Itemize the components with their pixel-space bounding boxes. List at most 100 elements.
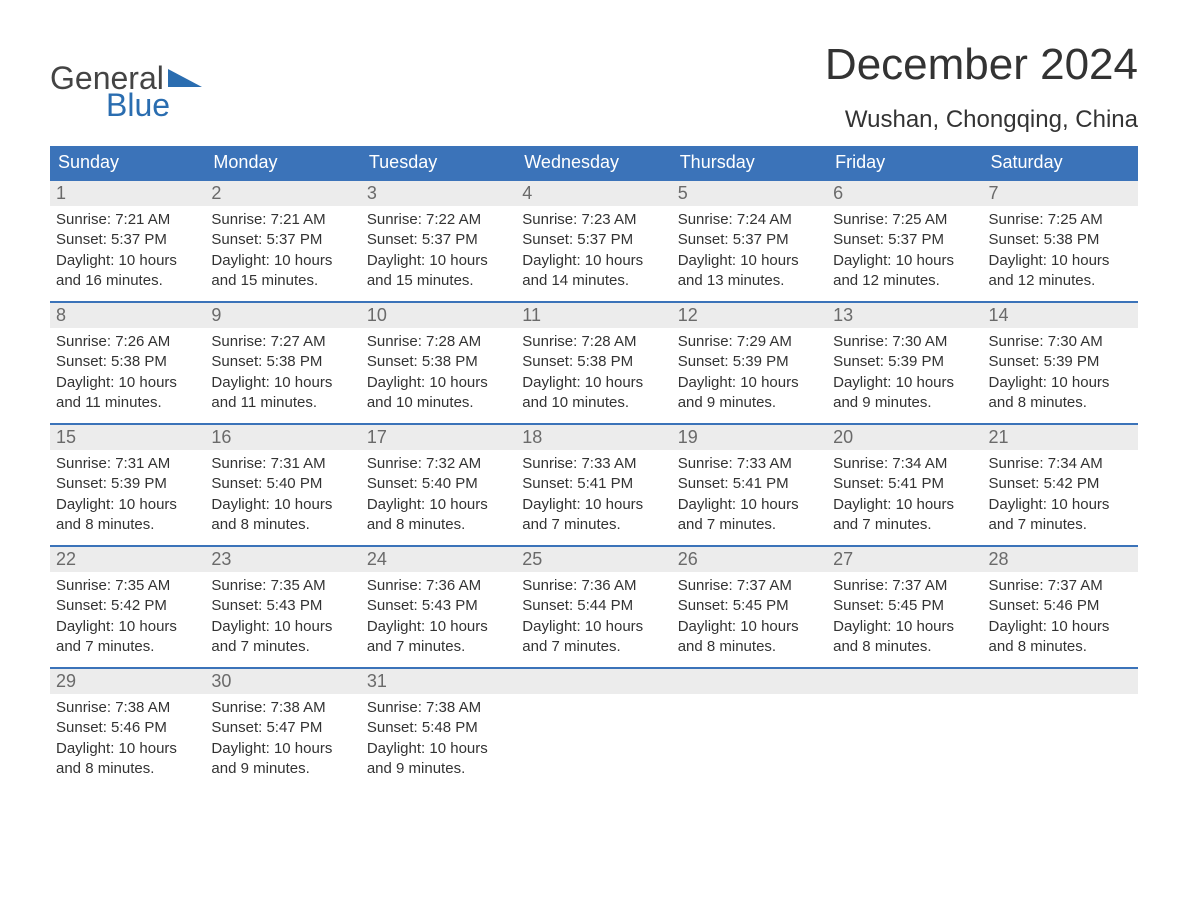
sunrise-text: Sunrise: 7:37 AM	[989, 576, 1132, 596]
daylight-line1: Daylight: 10 hours	[678, 495, 821, 515]
sunset-text: Sunset: 5:37 PM	[56, 230, 199, 250]
daylight-line2: and 8 minutes.	[678, 637, 821, 657]
sunset-text: Sunset: 5:47 PM	[211, 718, 354, 738]
sunrise-text: Sunrise: 7:34 AM	[989, 454, 1132, 474]
sunrise-text: Sunrise: 7:35 AM	[211, 576, 354, 596]
sunset-text: Sunset: 5:37 PM	[833, 230, 976, 250]
day-cell: 19Sunrise: 7:33 AMSunset: 5:41 PMDayligh…	[672, 425, 827, 545]
day-body: Sunrise: 7:38 AMSunset: 5:48 PMDaylight:…	[361, 694, 516, 789]
dow-wednesday: Wednesday	[516, 146, 671, 179]
sunrise-text: Sunrise: 7:25 AM	[989, 210, 1132, 230]
sunset-text: Sunset: 5:40 PM	[367, 474, 510, 494]
day-cell: 8Sunrise: 7:26 AMSunset: 5:38 PMDaylight…	[50, 303, 205, 423]
dow-sunday: Sunday	[50, 146, 205, 179]
week-row: 29Sunrise: 7:38 AMSunset: 5:46 PMDayligh…	[50, 667, 1138, 789]
calendar: SundayMondayTuesdayWednesdayThursdayFrid…	[50, 146, 1138, 789]
sunrise-text: Sunrise: 7:37 AM	[833, 576, 976, 596]
day-cell: 13Sunrise: 7:30 AMSunset: 5:39 PMDayligh…	[827, 303, 982, 423]
week-row: 15Sunrise: 7:31 AMSunset: 5:39 PMDayligh…	[50, 423, 1138, 545]
daylight-line2: and 11 minutes.	[56, 393, 199, 413]
day-body: Sunrise: 7:35 AMSunset: 5:43 PMDaylight:…	[205, 572, 360, 667]
day-number: 5	[672, 181, 827, 206]
sunrise-text: Sunrise: 7:36 AM	[522, 576, 665, 596]
sunrise-text: Sunrise: 7:35 AM	[56, 576, 199, 596]
sunrise-text: Sunrise: 7:33 AM	[522, 454, 665, 474]
day-body: Sunrise: 7:24 AMSunset: 5:37 PMDaylight:…	[672, 206, 827, 301]
daylight-line1: Daylight: 10 hours	[989, 373, 1132, 393]
day-body: Sunrise: 7:35 AMSunset: 5:42 PMDaylight:…	[50, 572, 205, 667]
day-body: Sunrise: 7:37 AMSunset: 5:45 PMDaylight:…	[672, 572, 827, 667]
daylight-line1: Daylight: 10 hours	[211, 251, 354, 271]
day-number: 25	[516, 547, 671, 572]
sunset-text: Sunset: 5:42 PM	[989, 474, 1132, 494]
daylight-line1: Daylight: 10 hours	[367, 617, 510, 637]
day-number: 31	[361, 669, 516, 694]
day-number: 8	[50, 303, 205, 328]
daylight-line1: Daylight: 10 hours	[522, 373, 665, 393]
daylight-line2: and 11 minutes.	[211, 393, 354, 413]
day-cell: 23Sunrise: 7:35 AMSunset: 5:43 PMDayligh…	[205, 547, 360, 667]
day-cell: 17Sunrise: 7:32 AMSunset: 5:40 PMDayligh…	[361, 425, 516, 545]
sunrise-text: Sunrise: 7:22 AM	[367, 210, 510, 230]
sunrise-text: Sunrise: 7:33 AM	[678, 454, 821, 474]
sunrise-text: Sunrise: 7:31 AM	[211, 454, 354, 474]
header: General Blue December 2024 Wushan, Chong…	[50, 40, 1138, 134]
daylight-line1: Daylight: 10 hours	[522, 617, 665, 637]
day-cell: 26Sunrise: 7:37 AMSunset: 5:45 PMDayligh…	[672, 547, 827, 667]
sunrise-text: Sunrise: 7:38 AM	[211, 698, 354, 718]
logo-text-blue: Blue	[106, 87, 170, 124]
sunset-text: Sunset: 5:37 PM	[211, 230, 354, 250]
sunrise-text: Sunrise: 7:34 AM	[833, 454, 976, 474]
day-body: Sunrise: 7:26 AMSunset: 5:38 PMDaylight:…	[50, 328, 205, 423]
daylight-line1: Daylight: 10 hours	[56, 617, 199, 637]
day-cell: 16Sunrise: 7:31 AMSunset: 5:40 PMDayligh…	[205, 425, 360, 545]
day-cell: 25Sunrise: 7:36 AMSunset: 5:44 PMDayligh…	[516, 547, 671, 667]
daylight-line2: and 7 minutes.	[211, 637, 354, 657]
day-body: Sunrise: 7:36 AMSunset: 5:44 PMDaylight:…	[516, 572, 671, 667]
day-number: 21	[983, 425, 1138, 450]
day-cell: 9Sunrise: 7:27 AMSunset: 5:38 PMDaylight…	[205, 303, 360, 423]
daylight-line2: and 8 minutes.	[56, 515, 199, 535]
week-row: 8Sunrise: 7:26 AMSunset: 5:38 PMDaylight…	[50, 301, 1138, 423]
sunrise-text: Sunrise: 7:24 AM	[678, 210, 821, 230]
daylight-line2: and 10 minutes.	[522, 393, 665, 413]
daylight-line1: Daylight: 10 hours	[678, 617, 821, 637]
daylight-line1: Daylight: 10 hours	[833, 617, 976, 637]
daylight-line1: Daylight: 10 hours	[833, 373, 976, 393]
daylight-line2: and 8 minutes.	[367, 515, 510, 535]
day-cell: 7Sunrise: 7:25 AMSunset: 5:38 PMDaylight…	[983, 181, 1138, 301]
daylight-line2: and 15 minutes.	[211, 271, 354, 291]
day-cell: 24Sunrise: 7:36 AMSunset: 5:43 PMDayligh…	[361, 547, 516, 667]
daylight-line1: Daylight: 10 hours	[56, 495, 199, 515]
daylight-line2: and 7 minutes.	[989, 515, 1132, 535]
sunset-text: Sunset: 5:39 PM	[989, 352, 1132, 372]
daylight-line2: and 12 minutes.	[989, 271, 1132, 291]
day-number: 1	[50, 181, 205, 206]
daylight-line1: Daylight: 10 hours	[833, 251, 976, 271]
daylight-line1: Daylight: 10 hours	[989, 251, 1132, 271]
sunrise-text: Sunrise: 7:38 AM	[56, 698, 199, 718]
day-cell: 14Sunrise: 7:30 AMSunset: 5:39 PMDayligh…	[983, 303, 1138, 423]
sunset-text: Sunset: 5:46 PM	[56, 718, 199, 738]
day-cell: 31Sunrise: 7:38 AMSunset: 5:48 PMDayligh…	[361, 669, 516, 789]
sunset-text: Sunset: 5:41 PM	[522, 474, 665, 494]
day-number: 6	[827, 181, 982, 206]
dow-monday: Monday	[205, 146, 360, 179]
day-number: 18	[516, 425, 671, 450]
sunrise-text: Sunrise: 7:29 AM	[678, 332, 821, 352]
day-number: 28	[983, 547, 1138, 572]
day-number: 27	[827, 547, 982, 572]
daylight-line2: and 15 minutes.	[367, 271, 510, 291]
daylight-line2: and 7 minutes.	[522, 637, 665, 657]
daylight-line1: Daylight: 10 hours	[367, 251, 510, 271]
daylight-line1: Daylight: 10 hours	[678, 373, 821, 393]
day-body: Sunrise: 7:31 AMSunset: 5:39 PMDaylight:…	[50, 450, 205, 545]
day-number: 23	[205, 547, 360, 572]
daylight-line2: and 8 minutes.	[989, 393, 1132, 413]
sunset-text: Sunset: 5:38 PM	[522, 352, 665, 372]
sunset-text: Sunset: 5:37 PM	[367, 230, 510, 250]
daylight-line1: Daylight: 10 hours	[211, 739, 354, 759]
day-body: Sunrise: 7:23 AMSunset: 5:37 PMDaylight:…	[516, 206, 671, 301]
sunset-text: Sunset: 5:45 PM	[678, 596, 821, 616]
dow-thursday: Thursday	[672, 146, 827, 179]
